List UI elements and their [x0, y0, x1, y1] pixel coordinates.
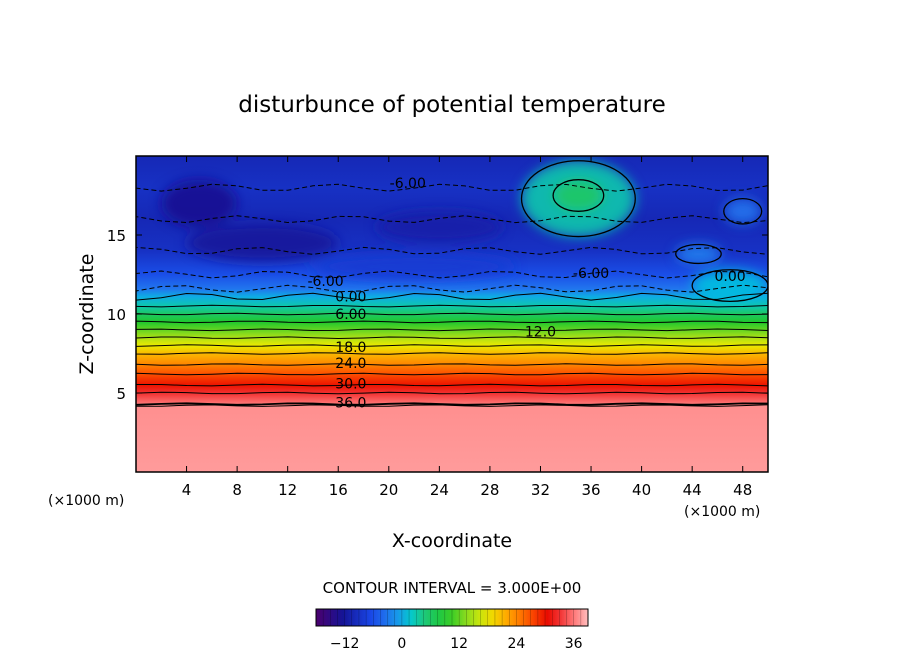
colorbar-tick-label-3: 24 — [508, 636, 526, 652]
contour-line-10 — [136, 328, 768, 332]
feature-contour-4 — [723, 198, 763, 225]
colorbar-ticks: −12 0 12 24 36 — [330, 636, 583, 652]
contour-line-4 — [136, 383, 768, 387]
contour-line-2 — [136, 402, 768, 406]
x-tick-label-4: 20 — [379, 481, 398, 499]
y-tick-label-0: 5 — [116, 385, 126, 403]
contour-label-10: 36.0 — [335, 395, 366, 411]
contour-label-1: -6.00 — [307, 274, 343, 290]
colorbar-tick-label-4: 36 — [565, 636, 583, 652]
contour-line-7 — [136, 352, 768, 355]
x-tick-label-9: 40 — [632, 481, 651, 499]
contour-label-9: 30.0 — [335, 377, 366, 393]
contour-line-12 — [136, 312, 768, 316]
contour-line-5 — [136, 372, 768, 376]
plot-area — [136, 156, 768, 472]
contour-label-4: 0.00 — [714, 269, 745, 285]
contour-line-3 — [136, 391, 768, 395]
x-tick-label-5: 24 — [430, 481, 449, 499]
contour-line-19 — [136, 183, 768, 192]
x-tick-label-3: 16 — [329, 481, 348, 499]
feature-contour-0 — [520, 160, 636, 238]
upper-features — [161, 160, 768, 302]
feature-4 — [723, 198, 762, 224]
contour-line-13 — [136, 304, 768, 308]
feature-contour-3 — [675, 243, 722, 265]
x-tick-label-6: 28 — [480, 481, 499, 499]
x-tick-label-10: 44 — [683, 481, 702, 499]
feature-3 — [675, 244, 722, 264]
x-axis-ticks: 4 8 12 16 20 24 28 32 36 40 44 48 — [182, 156, 752, 499]
contour-label-2: -6.00 — [573, 266, 609, 282]
contour-label-7: 18.0 — [335, 340, 366, 356]
x-tick-label-8: 36 — [581, 481, 600, 499]
contour-line-16 — [136, 270, 768, 279]
contour-label-5: 6.00 — [335, 307, 366, 323]
x-axis-unit-left: (×1000 m) — [48, 493, 124, 509]
x-tick-label-1: 8 — [232, 481, 242, 499]
colorbar-tick-label-1: 0 — [397, 636, 406, 652]
feature-6 — [186, 223, 339, 262]
y-tick-label-2: 15 — [107, 227, 126, 245]
contour-line-11 — [136, 320, 768, 324]
contour-interval-text: CONTOUR INTERVAL = 3.000E+00 — [323, 579, 582, 597]
x-tick-label-0: 4 — [182, 481, 192, 499]
colorbar-tick-label-0: −12 — [330, 636, 360, 652]
feature-2 — [692, 269, 768, 302]
contour-label-8: 24.0 — [335, 356, 366, 372]
contour-lines — [136, 160, 768, 407]
feature-1 — [553, 179, 604, 212]
x-axis-unit-right: (×1000 m) — [684, 504, 760, 520]
y-axis-label: Z-coordinate — [76, 254, 98, 375]
contour-label-3: 0.00 — [335, 290, 366, 306]
y-axis-ticks: 5 10 15 — [107, 227, 768, 403]
colorbar-tick-label-2: 12 — [450, 636, 468, 652]
contour-line-18 — [136, 215, 768, 224]
colorbar-frame — [315, 608, 589, 627]
contour-line-9 — [136, 336, 768, 340]
colorbar: −12 0 12 24 36 — [315, 608, 589, 652]
feature-7 — [376, 211, 503, 243]
feature-8 — [312, 253, 516, 280]
x-tick-label-7: 32 — [531, 481, 550, 499]
contour-line-15 — [136, 284, 768, 293]
contour-line-14 — [136, 292, 768, 301]
feature-5 — [161, 179, 238, 228]
x-tick-label-11: 48 — [733, 481, 752, 499]
contour-line-8 — [136, 344, 768, 347]
feature-contour-1 — [552, 179, 605, 212]
feature-contour-2 — [691, 269, 768, 303]
x-axis-label: X-coordinate — [392, 530, 512, 552]
contour-labels: -6.00-6.00 -6.000.000.006.0012.018.024.03… — [307, 176, 745, 412]
chart-title: disturbunce of potential temperature — [238, 92, 666, 118]
colorbar-segments — [315, 609, 589, 626]
contour-label-6: 12.0 — [525, 324, 556, 340]
contour-label-0: -6.00 — [390, 176, 426, 192]
contour-line-17 — [136, 246, 768, 255]
x-tick-label-2: 12 — [278, 481, 297, 499]
contour-line-6 — [136, 363, 768, 366]
y-tick-label-1: 10 — [107, 306, 126, 324]
